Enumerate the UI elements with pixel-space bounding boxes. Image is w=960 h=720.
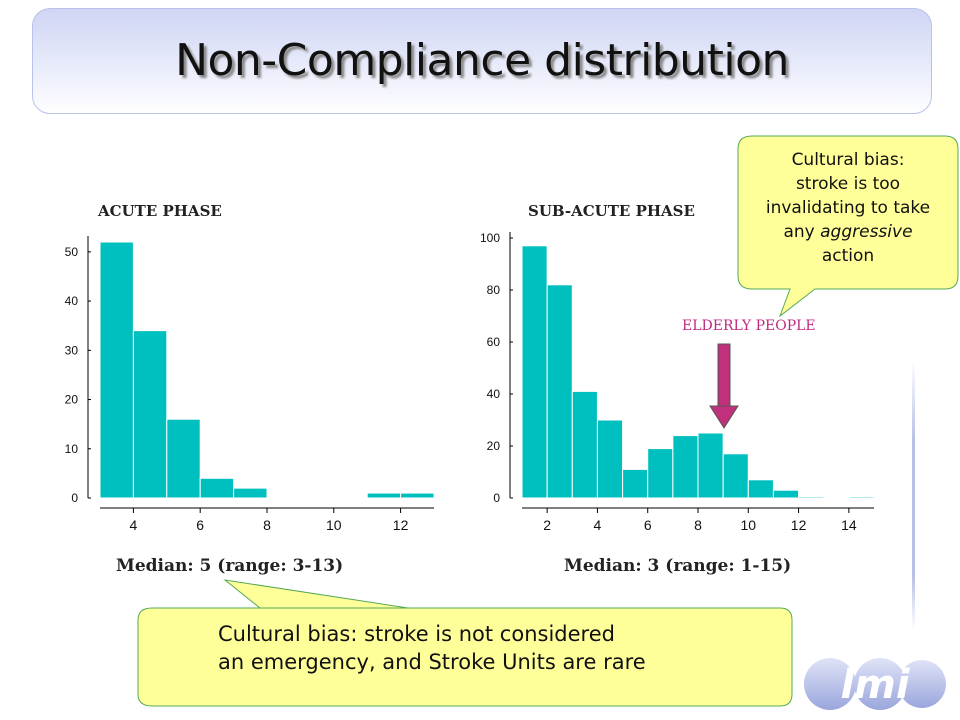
top-callout-line: action [821,246,875,266]
histogram-bar [546,284,573,499]
x-tick-label: 8 [694,517,702,533]
lmi-logo: lmi [804,658,946,710]
y-tick-label: 10 [65,442,79,456]
x-tick-label: 2 [543,517,551,533]
x-tick-label: 12 [791,517,807,533]
top-callout-line: invalidating to take [765,198,931,218]
top-callout-line: stroke is too [795,174,901,194]
top-callout-line: any aggressive [740,220,956,244]
subacute-median-label: Median: 3 (range: 1-15) [564,556,792,576]
histogram-bar [697,432,724,499]
histogram-bar [722,453,749,499]
x-tick-label: 8 [263,517,271,533]
y-tick-label: 50 [65,245,79,259]
histogram-bar [622,468,649,499]
x-tick-label: 12 [393,517,409,533]
histogram-bar [99,241,134,499]
histogram-bar [366,492,402,499]
histogram-bar [798,496,825,499]
y-tick-label: 40 [487,387,501,401]
y-tick-label: 30 [65,343,79,357]
title-banner: Non-Compliance distribution [32,8,932,114]
decorative-divider [912,360,915,630]
histogram-bar [571,390,598,499]
subacute-phase-label: SUB-ACUTE PHASE [528,202,695,220]
top-callout-line: Cultural bias: [791,150,905,170]
top-callout-emphasis: aggressive [820,222,913,242]
y-tick-label: 60 [487,335,501,349]
bottom-callout-line: Cultural bias: stroke is not considered [218,622,615,646]
x-tick-label: 4 [594,517,602,533]
histogram-bar [521,245,548,499]
page-title: Non-Compliance distribution [175,35,789,86]
histogram-bar [400,492,435,499]
y-tick-label: 20 [65,393,79,407]
histogram-bar [672,435,699,499]
y-tick-label: 100 [480,231,500,245]
histogram-bar [132,330,168,499]
y-tick-label: 40 [65,294,79,308]
top-callout-word: any [783,222,815,242]
subacute-histogram: 0 20 40 60 80 100 2 4 6 8 10 12 14 [480,231,875,533]
top-callout-text: Cultural bias: stroke is too invalidatin… [740,148,956,268]
x-tick-label: 14 [841,517,857,533]
bottom-callout-line: an emergency, and Stroke Units are rare [218,650,646,674]
histogram-bar [166,418,201,499]
y-tick-label: 0 [71,491,78,505]
bottom-callout-text: Cultural bias: stroke is not considered … [218,620,646,676]
logo-circle-l [804,658,856,710]
x-tick-label: 10 [326,517,342,533]
elderly-arrow [709,343,739,429]
histogram-bar [772,489,800,499]
y-tick-label: 20 [487,439,501,453]
histogram-bar [848,496,875,499]
y-tick-label: 80 [487,283,501,297]
histogram-bar [596,419,624,499]
logo-circle-i [898,660,946,708]
logo-text: lmi [840,662,910,708]
histogram-bar [747,479,774,499]
bottom-callout-bubble [137,579,793,707]
x-tick-label: 6 [644,517,652,533]
x-tick-label: 10 [740,517,756,533]
histogram-bar [199,477,235,499]
top-callout-bubble [737,135,959,318]
histogram-bar [233,487,268,499]
y-tick-label: 0 [493,491,500,505]
acute-phase-label: ACUTE PHASE [98,202,222,220]
x-tick-label: 6 [196,517,204,533]
x-tick-label: 4 [130,517,138,533]
acute-histogram: 0 10 20 30 40 50 4 6 8 10 12 [65,236,435,533]
elderly-arrow-shaft [717,343,731,409]
elderly-people-label: ELDERLY PEOPLE [682,318,816,334]
acute-median-label: Median: 5 (range: 3-13) [116,556,344,576]
histogram-bar [647,448,674,499]
logo-circle-m [854,658,906,710]
elderly-arrow-head [709,405,739,429]
